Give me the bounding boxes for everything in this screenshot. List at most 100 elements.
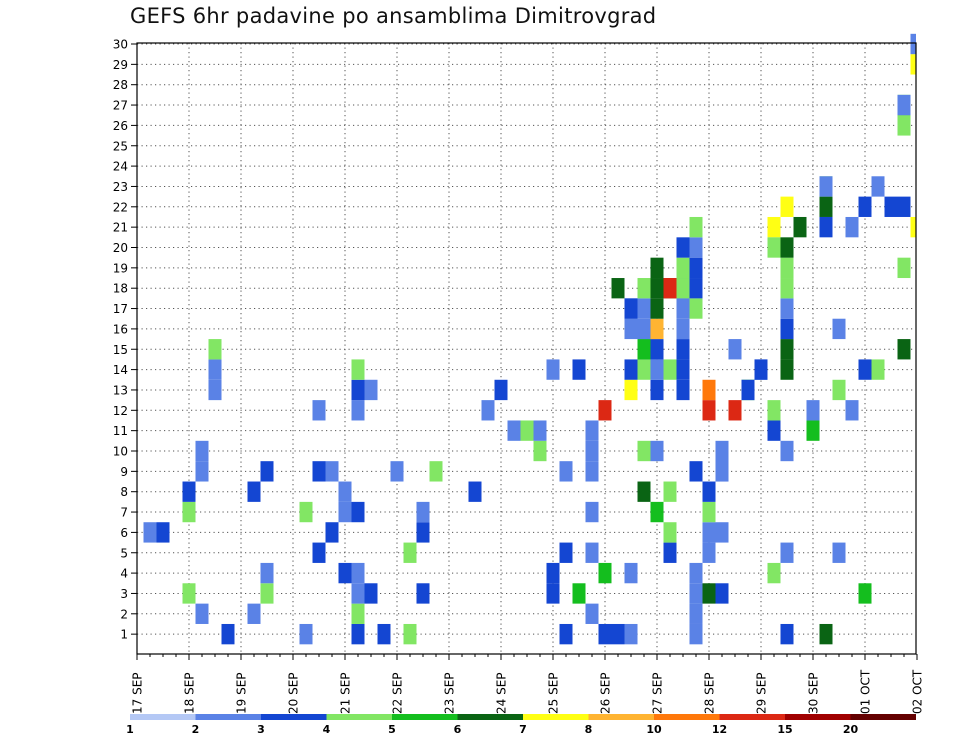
- precip-cell: [429, 461, 443, 482]
- precip-cell: [897, 94, 911, 116]
- y-tick-label: 7: [120, 506, 128, 520]
- colorbar-segment: [195, 714, 261, 720]
- y-tick-label: 21: [113, 221, 128, 235]
- y-tick-label: 18: [113, 282, 128, 296]
- colorbar-label: 6: [454, 723, 462, 736]
- y-tick-label: 27: [113, 99, 128, 113]
- precip-cell: [910, 54, 916, 75]
- precip-cell: [403, 542, 417, 563]
- precip-cell: [832, 542, 846, 563]
- y-tick-label: 10: [113, 445, 128, 459]
- colorbar-label: 12: [712, 723, 727, 736]
- precip-cell: [208, 379, 222, 401]
- precip-cell: [819, 623, 833, 645]
- precip-cell: [182, 501, 196, 523]
- precip-cell: [624, 562, 638, 584]
- precip-cell: [650, 257, 664, 279]
- precip-cell: [858, 583, 872, 604]
- colorbar-label: 7: [519, 723, 527, 736]
- precip-cell: [910, 33, 916, 55]
- precip-cell: [533, 440, 547, 462]
- precip-cell: [559, 542, 573, 563]
- y-tick-label: 11: [113, 424, 128, 438]
- y-tick-label: 20: [113, 241, 128, 255]
- precip-cell: [637, 278, 651, 299]
- precip-cell: [663, 542, 677, 563]
- colorbar-label: 2: [192, 723, 200, 736]
- x-tick-label: 27 SEP: [651, 672, 665, 714]
- precip-cell: [494, 379, 508, 401]
- precip-cell: [247, 481, 261, 502]
- precip-cell: [702, 379, 716, 401]
- precip-cell: [481, 400, 495, 421]
- x-tick-label: 26 SEP: [599, 672, 613, 714]
- y-tick-label: 26: [113, 119, 128, 133]
- precip-cell: [676, 339, 690, 360]
- precip-cell: [325, 522, 339, 543]
- precip-cell: [910, 216, 916, 238]
- colorbar-label: 3: [257, 723, 265, 736]
- precip-cell: [715, 440, 729, 462]
- x-tick-label: 28 SEP: [703, 672, 717, 714]
- precip-cell: [897, 257, 911, 279]
- precip-cell: [650, 318, 664, 340]
- precip-cell: [195, 461, 209, 482]
- precip-cell: [715, 461, 729, 482]
- precip-cell: [546, 583, 560, 604]
- precip-cell: [182, 583, 196, 604]
- precip-cell: [676, 298, 690, 319]
- y-tick-label: 30: [113, 38, 128, 52]
- precip-cell: [351, 400, 365, 421]
- precip-cell: [897, 196, 911, 217]
- precip-cell: [663, 481, 677, 502]
- plot-area: [137, 43, 916, 654]
- y-tick-label: 3: [120, 587, 128, 601]
- precip-cell: [689, 603, 703, 624]
- precip-cell: [364, 379, 378, 401]
- precip-cell: [702, 542, 716, 563]
- precip-cell: [507, 420, 521, 441]
- y-tick-label: 25: [113, 139, 128, 153]
- colorbar-label: 20: [843, 723, 859, 736]
- precip-cell: [351, 603, 365, 624]
- precip-cell: [260, 461, 274, 482]
- precip-cell: [624, 623, 638, 645]
- precip-cell: [325, 461, 339, 482]
- y-tick-label: 29: [113, 58, 128, 72]
- y-tick-label: 8: [120, 485, 128, 499]
- precip-cell: [611, 623, 625, 645]
- precip-cell: [533, 420, 547, 441]
- y-tick-label: 22: [113, 200, 128, 214]
- precip-cell: [416, 501, 430, 523]
- x-tick-label: 25 SEP: [547, 672, 561, 714]
- precip-cell: [689, 257, 703, 279]
- precip-cell: [663, 278, 677, 299]
- precip-cell: [403, 623, 417, 645]
- y-tick-label: 15: [113, 343, 128, 357]
- precip-cell: [156, 522, 170, 543]
- precip-cell: [312, 400, 326, 421]
- precip-cell: [624, 379, 638, 401]
- colorbar-segment: [326, 714, 392, 720]
- precip-cell: [702, 481, 716, 502]
- precip-cell: [650, 359, 664, 380]
- precip-cell: [546, 562, 560, 584]
- precip-cell: [780, 318, 794, 340]
- precip-cell: [702, 583, 716, 604]
- precip-cell: [351, 379, 365, 401]
- precip-cell: [585, 420, 599, 441]
- precip-cell: [819, 216, 833, 238]
- x-tick-label: 22 SEP: [391, 672, 405, 714]
- precip-cell: [377, 623, 391, 645]
- colorbar-label: 5: [388, 723, 396, 736]
- precip-cell: [637, 440, 651, 462]
- precip-cell: [663, 359, 677, 380]
- precip-cell: [650, 298, 664, 319]
- y-tick-label: 4: [120, 567, 128, 581]
- precip-cell: [585, 461, 599, 482]
- precip-cell: [728, 400, 742, 421]
- precip-cell: [676, 237, 690, 258]
- precip-cell: [585, 501, 599, 523]
- precip-cell: [780, 359, 794, 380]
